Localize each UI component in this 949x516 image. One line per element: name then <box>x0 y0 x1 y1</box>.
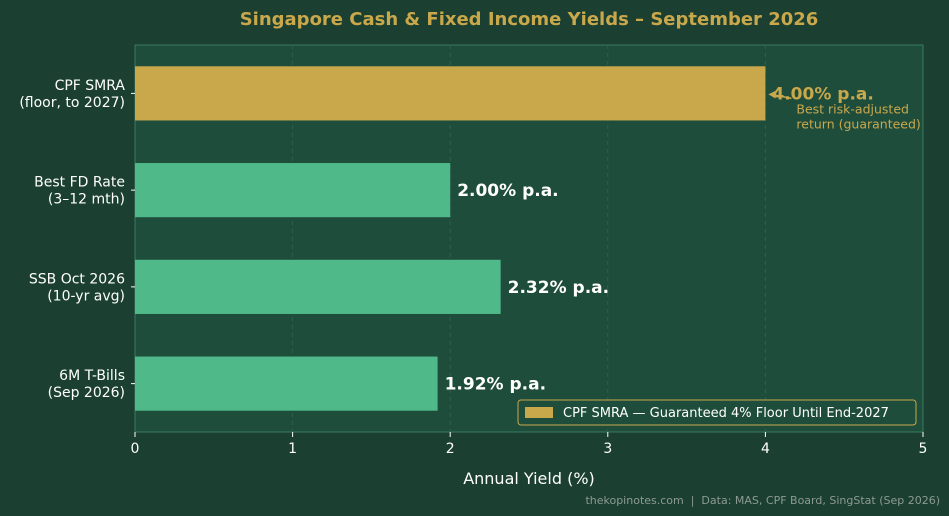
x-tick-label: 0 <box>131 441 140 457</box>
legend-entry: CPF SMRA — Guaranteed 4% Floor Until End… <box>563 406 889 421</box>
legend: CPF SMRA — Guaranteed 4% Floor Until End… <box>517 399 917 426</box>
value-labels: 4.00% p.a. 2.00% p.a. 2.32% p.a. 1.92% p.a. <box>445 84 874 394</box>
bar <box>135 66 766 121</box>
category-label: 6M T-Bills (Sep 2026) <box>48 368 125 401</box>
x-tick-label: 3 <box>603 441 612 457</box>
bars <box>135 66 766 411</box>
annotation-arrowhead <box>768 90 777 99</box>
legend-box <box>517 399 917 426</box>
bar <box>135 356 438 411</box>
bar <box>135 163 451 218</box>
x-axis-label: Annual Yield (%) <box>463 469 595 488</box>
category-label: CPF SMRA (floor, to 2027) <box>19 78 125 111</box>
category-label: SSB Oct 2026 (10-yr avg) <box>29 271 125 304</box>
category-labels: CPF SMRA (floor, to 2027) Best FD Rate (3–1… <box>19 78 135 401</box>
value-label: 4.00% p.a. <box>772 84 873 104</box>
x-axis-ticks: 0 1 2 3 4 5 <box>131 432 928 457</box>
x-tick-label: 4 <box>761 441 770 457</box>
value-label: 2.32% p.a. <box>508 278 609 298</box>
x-tick-label: 2 <box>446 441 455 457</box>
chart-title: Singapore Cash & Fixed Income Yields – S… <box>240 9 819 30</box>
category-label: Best FD Rate (3–12 mth) <box>34 175 125 208</box>
x-tick-label: 1 <box>288 441 297 457</box>
x-tick-label: 5 <box>919 441 928 457</box>
annotation: Best risk-adjusted return (guaranteed) <box>768 90 921 131</box>
bar <box>135 259 501 314</box>
legend-swatch <box>525 407 553 418</box>
footer-source: thekopinotes.com | Data: MAS, CPF Board,… <box>585 494 940 507</box>
annotation-text: Best risk-adjusted return (guaranteed) <box>796 101 920 131</box>
value-label: 2.00% p.a. <box>457 181 558 201</box>
value-label: 1.92% p.a. <box>445 375 546 395</box>
